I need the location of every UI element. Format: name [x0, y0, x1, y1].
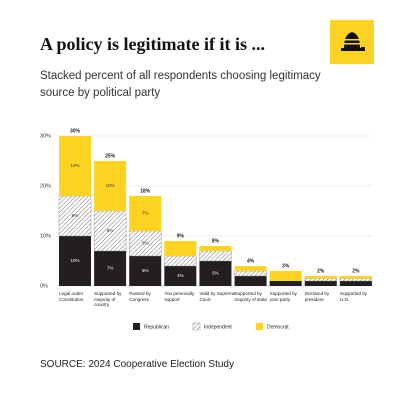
segment-label: 8%: [107, 228, 114, 233]
legend-swatch: [133, 323, 140, 330]
legend-label: Republican: [144, 324, 169, 330]
segment-label: 6%: [142, 268, 149, 273]
segment-label: 5%: [212, 271, 219, 276]
x-tick-label: Supported by majority of state: [234, 291, 267, 302]
bar-segment: [199, 246, 232, 251]
x-tick-label: Valid by Supreme Court: [199, 291, 236, 302]
bar-segment: [164, 266, 197, 286]
total-label: 2%: [317, 268, 325, 274]
bar-segment: [234, 270, 267, 277]
total-label: 9%: [177, 233, 185, 239]
segment-label: 10%: [70, 258, 79, 263]
total-label: 3%: [282, 263, 290, 269]
segment-label: 7%: [107, 266, 114, 271]
total-label: 30%: [70, 128, 81, 134]
source: SOURCE: 2024 Cooperative Election Study: [40, 359, 234, 370]
bar-segment: [304, 276, 337, 279]
total-label: 8%: [212, 238, 220, 244]
segment-label: 8%: [72, 213, 79, 218]
x-tick-label: Passed by Congress: [129, 291, 151, 302]
bar-segment: [199, 261, 232, 286]
legend-label: Independent: [204, 324, 232, 330]
total-label: 2%: [352, 268, 360, 274]
bar-segment: [339, 281, 372, 286]
y-tick-label: 20%: [40, 183, 51, 189]
bar-segment: [129, 256, 162, 286]
legend-swatch: [256, 323, 263, 330]
x-tick-label: Supported by your party: [269, 291, 297, 302]
chart-subtitle: Stacked percent of all respondents choos…: [40, 70, 321, 99]
bar-segment: [129, 230, 162, 257]
y-tick-label: 0%: [40, 283, 48, 289]
legend-swatch: [192, 322, 201, 331]
bar-segment: [304, 281, 337, 286]
bar-segment: [164, 241, 197, 256]
y-tick-label: 30%: [40, 133, 51, 139]
segment-label: 10%: [106, 183, 115, 188]
bar-segment: [199, 250, 232, 262]
bar-segment: [269, 271, 302, 281]
bar-segment: [339, 278, 373, 282]
x-tick-label: Declared by president: [304, 291, 330, 302]
bar-segment: [94, 251, 127, 286]
bar-segment: [129, 196, 162, 231]
bar-segment: [59, 236, 91, 286]
chart-title: A policy is legitimate if it is ...: [40, 34, 265, 54]
bar-segment: [269, 281, 302, 286]
x-tick-label: Supported by majority of country: [94, 291, 122, 308]
bar-segment: [304, 278, 337, 282]
legend-label: Democrat: [267, 324, 289, 330]
segment-label: 4%: [177, 273, 184, 278]
bar-segment: [234, 276, 267, 286]
bar-segment: [93, 210, 127, 252]
logo: [330, 20, 374, 64]
x-tick-label: You personally support: [164, 291, 195, 302]
segment-label: 12%: [70, 163, 79, 168]
y-tick-label: 10%: [40, 233, 51, 239]
segment-label: 7%: [142, 211, 149, 216]
chart: 0% 10% 20% 30% 10% 8% 12% 30% 7% 8% 10% 25% 6% 5% 7% 18…: [40, 128, 373, 331]
total-label: 4%: [247, 258, 255, 264]
bar-segment: [339, 276, 372, 279]
x-tick-label: Legal under Constitution: [59, 291, 84, 302]
bar-segment: [234, 266, 267, 271]
x-tick-label: Supported by U.N.: [339, 291, 368, 302]
bar-segment: [164, 255, 197, 267]
segment-label: 5%: [142, 241, 149, 246]
total-label: 25%: [105, 153, 116, 159]
total-label: 18%: [140, 188, 151, 194]
bar-segment: [94, 161, 127, 211]
bar-segment: [59, 136, 91, 196]
